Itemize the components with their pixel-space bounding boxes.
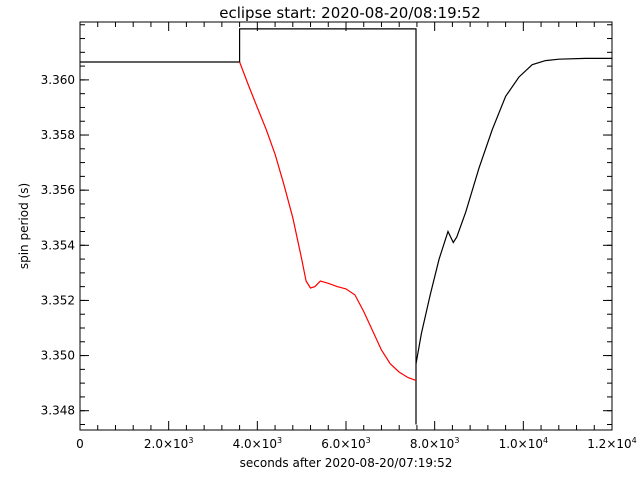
y-tick-label: 3.356 — [41, 183, 75, 197]
axis-ticks: 0 2.0×103 4.0×103 6.0×103 8.0×103 1.0×104 1.2×… — [41, 22, 637, 451]
x-tick-label: 1.2×104 — [587, 436, 637, 451]
plot-frame — [79, 21, 613, 431]
x-tick-label: 0 — [76, 437, 84, 451]
y-tick-label: 3.350 — [41, 349, 75, 363]
x-tick-label: 2.0×103 — [144, 436, 194, 451]
x-axis-label: seconds after 2020-08-20/07:19:52 — [240, 456, 453, 470]
y-tick-label: 3.358 — [41, 128, 75, 142]
series-line-2 — [239, 61, 417, 381]
x-tick-label: 8.0×103 — [410, 436, 460, 451]
x-tick-label: 6.0×103 — [321, 436, 371, 451]
series-line-1 — [80, 28, 417, 425]
y-axis-label: spin period (s) — [17, 183, 31, 269]
series-line-3 — [415, 57, 612, 364]
chart-title: eclipse start: 2020-08-20/08:19:52 — [219, 4, 481, 22]
y-tick-label: 3.360 — [41, 73, 75, 87]
x-tick-label: 4.0×103 — [233, 436, 283, 451]
y-tick-label: 3.352 — [41, 293, 75, 307]
y-tick-label: 3.348 — [41, 404, 75, 418]
x-tick-label: 1.0×104 — [499, 436, 549, 451]
y-tick-label: 3.354 — [41, 238, 75, 252]
series-lines — [80, 28, 612, 425]
